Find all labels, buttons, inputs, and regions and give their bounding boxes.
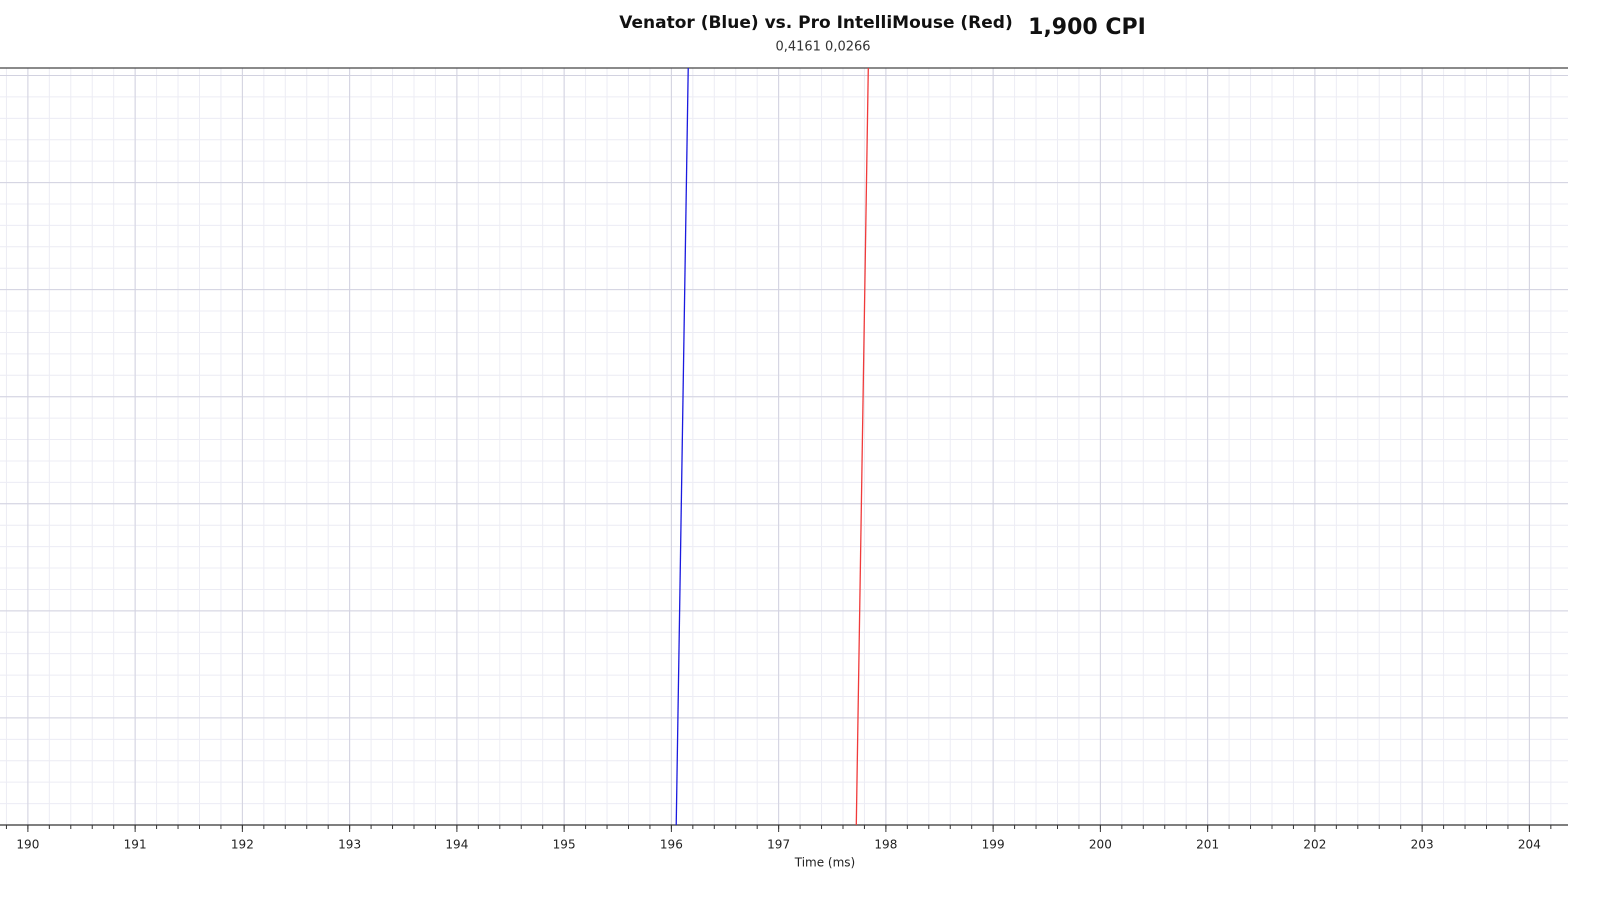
x-tick-label: 193 (338, 838, 361, 852)
x-tick-label: 197 (767, 838, 790, 852)
chart-title: Venator (Blue) vs. Pro IntelliMouse (Red… (619, 13, 1013, 33)
x-tick-label: 194 (445, 838, 468, 852)
x-tick-label: 199 (982, 838, 1005, 852)
series-line (675, 67, 689, 826)
chart-subtitle: 0,4161 0,0266 (775, 40, 870, 55)
annotation: 1,900 CPI (1028, 15, 1146, 40)
series-line (855, 67, 869, 826)
x-tick-label: 196 (660, 838, 683, 852)
x-tick-label: 200 (1089, 838, 1112, 852)
x-tick-label: 191 (124, 838, 147, 852)
x-tick-label: 190 (16, 838, 39, 852)
x-axis-label: Time (ms) (794, 856, 856, 870)
x-tick-label: 201 (1196, 838, 1219, 852)
x-tick-label: 195 (553, 838, 576, 852)
x-tick-label: 192 (231, 838, 254, 852)
x-tick-label: 203 (1411, 838, 1434, 852)
x-tick-label: 204 (1518, 838, 1541, 852)
x-tick-label: 198 (874, 838, 897, 852)
x-tick-label: 202 (1303, 838, 1326, 852)
